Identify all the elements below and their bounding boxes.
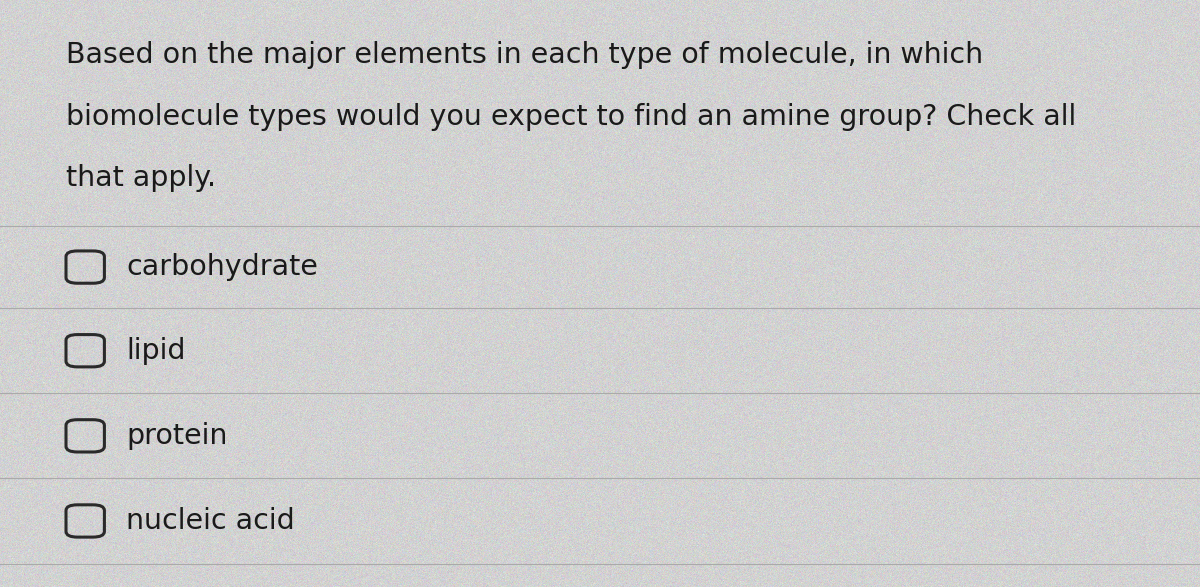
Text: protein: protein [126, 422, 227, 450]
Text: biomolecule types would you expect to find an amine group? Check all: biomolecule types would you expect to fi… [66, 103, 1076, 131]
Text: that apply.: that apply. [66, 164, 216, 193]
Text: lipid: lipid [126, 337, 186, 365]
Text: nucleic acid: nucleic acid [126, 507, 295, 535]
Text: Based on the major elements in each type of molecule, in which: Based on the major elements in each type… [66, 41, 983, 69]
Text: carbohydrate: carbohydrate [126, 253, 318, 281]
